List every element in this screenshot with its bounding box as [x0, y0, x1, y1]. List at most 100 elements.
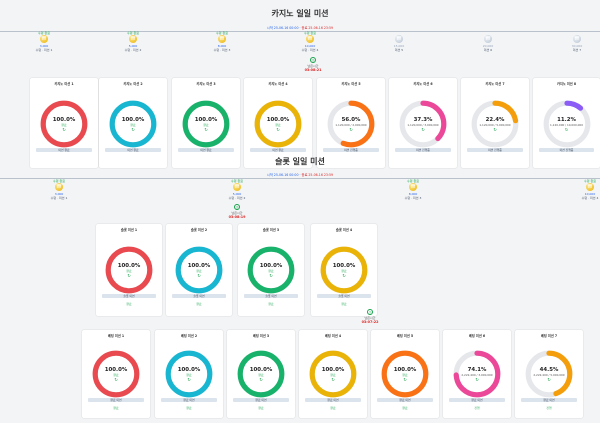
mission-card-title: 슬롯 미션 2 — [190, 228, 208, 232]
mission-card: 카지노 미션 8 11.2% 1,120,000 / 10,000,000 ↻ 미션 진… — [533, 78, 600, 168]
mission-card: 베팅 미션 7 44.5% 2,222,400 / 5,000,000 ↻ 완료 미션 진… — [515, 330, 583, 418]
coin-icon: ₩ — [233, 183, 241, 191]
mission-percent: 56.0% — [341, 117, 361, 123]
mission-action-button[interactable]: 미션 진행중 — [395, 148, 451, 152]
ring-progress-arc — [327, 100, 375, 148]
reward-step[interactable]: ₩15,000 미션 5 — [387, 31, 411, 52]
mission-percent: 100.0% — [121, 117, 145, 123]
reward-step[interactable]: ₩20,000 미션 6 — [476, 31, 500, 52]
mission-card-title: 베팅 미션 6 — [468, 334, 486, 338]
refresh-icon: ↻ — [403, 377, 407, 382]
mission-action-button[interactable]: 미션 완료 — [105, 148, 161, 152]
ring-progress-arc — [399, 100, 447, 148]
ring-center: 56.0% 1,120,000 / 2,000,000 ↻ — [326, 117, 376, 132]
mission-status: 1,120,000 / 5,000,000 — [479, 123, 511, 127]
mission-action-button[interactable]: 슬롯 미션 — [102, 294, 156, 298]
mission-action-button[interactable]: 미션 완료 — [178, 148, 234, 152]
reward-step[interactable]: 수령 완료 ₩10,000 수령 · 미션 4 — [578, 179, 600, 200]
ring-progress-arc — [109, 100, 157, 148]
mission-card-title: 카지노 미션 1 — [54, 82, 74, 86]
step-reward-amount: 8,000 — [408, 192, 418, 196]
reward-step[interactable]: 수령 완료 ₩10,000 수령 · 미션 4 — [298, 31, 322, 52]
reward-step[interactable]: ₩30,000 미션 7 — [565, 31, 589, 52]
step-received-badge: 수령 완료 — [38, 31, 50, 35]
mission-status: 완료 — [258, 373, 264, 377]
reward-step[interactable]: 수령 완료 ₩3,000 수령 · 미션 1 — [32, 31, 56, 52]
mission-status: 완료 — [203, 123, 209, 127]
mission-action-button[interactable]: 완료 미션 — [88, 398, 144, 402]
progress-ring — [175, 246, 223, 294]
mission-action-button[interactable]: 완료 미션 — [305, 398, 361, 402]
refresh-icon: ↻ — [114, 377, 118, 382]
mission-card: 카지노 미션 1 100.0% 완료 ↻ 미션 완료 — [30, 78, 98, 168]
reward-step[interactable]: 수령 완료 ₩8,000 수령 · 미션 3 — [210, 31, 234, 52]
progress-ring — [165, 350, 213, 398]
slot-period-start: 시작 25-06-16 00:00 — [266, 173, 299, 177]
step-received-badge: 수령 완료 — [231, 179, 243, 183]
slot-timer: ◷ 남은시간 03:08:19 — [227, 204, 247, 219]
mission-action-button[interactable]: 완료 미션 — [377, 398, 433, 402]
mission-action-button[interactable]: 완료 미션 — [233, 398, 289, 402]
progress-ring — [381, 350, 429, 398]
mission-action-button[interactable]: 슬롯 미션 — [244, 294, 298, 298]
mission-action-button[interactable]: 완료 미션 — [449, 398, 505, 402]
reward-step[interactable]: 수령 완료 ₩3,000 수령 · 미션 1 — [47, 179, 71, 200]
reward-step[interactable]: 수령 완료 ₩5,000 수령 · 미션 2 — [225, 179, 249, 200]
mission-action-button[interactable]: 미션 완료 — [36, 148, 92, 152]
mission-action-button[interactable]: 완료 미션 — [161, 398, 217, 402]
mission-action-button[interactable]: 미션 진행중 — [467, 148, 523, 152]
coin-icon: ₩ — [55, 183, 63, 191]
mission-card-title: 베팅 미션 2 — [180, 334, 198, 338]
mission-percent: 100.0% — [52, 117, 76, 123]
mission-action-button[interactable]: 미션 진행중 — [539, 148, 594, 152]
ring-progress-arc — [237, 350, 285, 398]
mission-card: 슬롯 미션 3 100.0% 완료 ↻ 슬롯 미션 완료 — [238, 224, 304, 316]
ring-progress-arc — [175, 246, 223, 294]
mission-card-title: 베팅 미션 1 — [107, 334, 125, 338]
mission-card-title: 베팅 미션 7 — [540, 334, 558, 338]
casino-timer-label: 남은시간 — [307, 64, 319, 68]
betting-timer-value: 03:07:22 — [361, 320, 379, 324]
mission-card-title: 카지노 미션 3 — [196, 82, 216, 86]
ring-center: 100.0% 완료 ↻ — [236, 367, 286, 382]
step-label: 미션 5 — [394, 48, 404, 52]
step-label: 수령 · 미션 2 — [124, 48, 142, 52]
refresh-icon: ↻ — [259, 377, 263, 382]
step-received-badge: 수령 완료 — [53, 179, 65, 183]
coin-icon: ₩ — [484, 35, 492, 43]
mission-complete-label: 완료 — [330, 406, 336, 410]
mission-status: 완료 — [130, 123, 136, 127]
reward-step[interactable]: 수령 완료 ₩8,000 수령 · 미션 3 — [401, 179, 425, 200]
mission-action-button[interactable]: 슬롯 미션 — [317, 294, 371, 298]
mission-action-button[interactable]: 미션 진행중 — [323, 148, 379, 152]
mission-action-button[interactable]: 슬롯 미션 — [172, 294, 226, 298]
mission-complete-label: 완료 — [186, 406, 192, 410]
progress-ring — [399, 100, 447, 148]
casino-period: 시작 25-06-16 00:00 · 종료 25-06-16 23:59 — [266, 26, 334, 30]
mission-card-title: 슬롯 미션 4 — [335, 228, 353, 232]
mission-action-button[interactable]: 완료 미션 — [521, 398, 577, 402]
step-label: 미션 6 — [483, 48, 493, 52]
reward-step[interactable]: 수령 완료 ₩5,000 수령 · 미션 2 — [121, 31, 145, 52]
mission-percent: 100.0% — [117, 263, 141, 269]
step-label: 수령 · 미션 3 — [213, 48, 231, 52]
ring-center: 100.0% 완료 ↻ — [319, 263, 369, 278]
progress-ring — [309, 350, 357, 398]
mission-action-button[interactable]: 미션 완료 — [250, 148, 306, 152]
mission-percent: 44.5% — [539, 367, 559, 373]
refresh-icon: ↻ — [127, 273, 131, 278]
ring-progress-arc — [254, 100, 302, 148]
ring-center: 37.3% 1,120,000 / 3,000,000 ↻ — [398, 117, 448, 132]
casino-section-title: 카지노 일일 미션 — [271, 9, 329, 18]
step-reward-amount: 3,000 — [54, 192, 64, 196]
mission-status: 완료 — [126, 269, 132, 273]
refresh-icon: ↻ — [349, 127, 353, 132]
refresh-icon: ↻ — [493, 127, 497, 132]
progress-ring — [40, 100, 88, 148]
refresh-icon: ↻ — [269, 273, 273, 278]
coin-icon: ₩ — [573, 35, 581, 43]
step-label: 수령 · 미션 3 — [404, 196, 422, 200]
mission-card-title: 카지노 미션 2 — [123, 82, 143, 86]
ring-center: 100.0% 완료 ↻ — [108, 117, 158, 132]
progress-ring — [105, 246, 153, 294]
